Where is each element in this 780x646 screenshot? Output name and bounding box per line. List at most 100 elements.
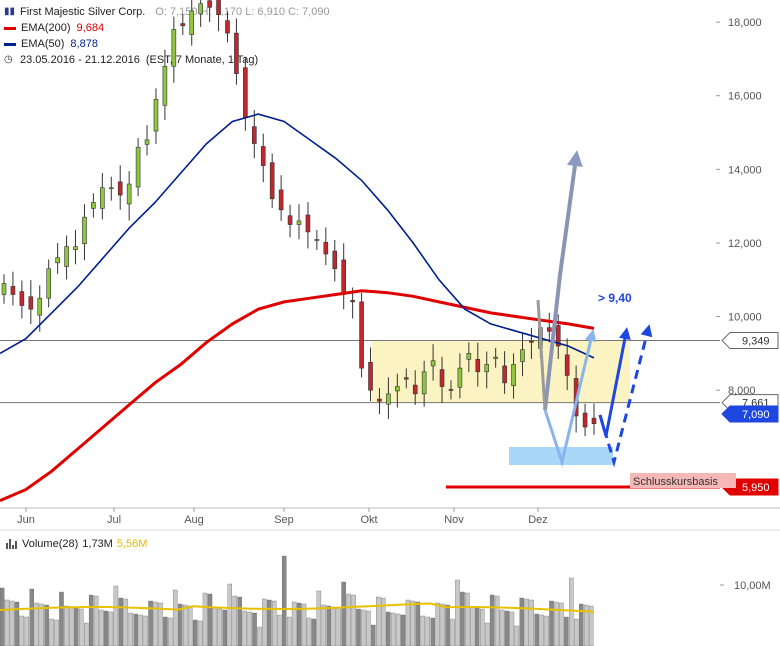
volume-bar xyxy=(227,583,232,646)
volume-bar xyxy=(64,605,69,646)
candle-body xyxy=(314,238,320,242)
candle-body xyxy=(511,364,516,387)
candle-body xyxy=(260,146,266,166)
arrow-grey-back xyxy=(536,299,547,411)
volume-bar xyxy=(9,600,15,646)
volume-bar xyxy=(539,614,544,646)
volume-bar xyxy=(242,610,247,646)
volume-bar xyxy=(197,620,203,646)
volume-bar xyxy=(390,612,396,646)
candle-body xyxy=(1,283,7,295)
volume-bar xyxy=(222,609,228,646)
volume-value: 1,73M xyxy=(82,538,113,550)
chart-type-icon: ▮▮ xyxy=(4,6,16,17)
candle-body xyxy=(475,358,481,373)
volume-bar xyxy=(385,611,391,646)
volume-bar xyxy=(380,597,386,646)
volume-bar xyxy=(217,608,223,646)
candle-body xyxy=(162,65,168,106)
volume-bar xyxy=(504,610,510,646)
volume-bar xyxy=(475,607,480,646)
volume-bar xyxy=(88,594,94,646)
candle-body xyxy=(520,349,525,362)
volume-bar xyxy=(301,603,307,646)
volume-bar xyxy=(296,602,302,646)
volume-bar xyxy=(163,616,168,646)
candle-body xyxy=(73,246,78,250)
volume-bar xyxy=(39,603,44,646)
candle-body xyxy=(91,202,96,209)
volume-bar xyxy=(148,600,153,646)
arrow-light xyxy=(543,329,597,468)
volume-bar xyxy=(79,608,84,646)
volume-bar xyxy=(455,579,460,646)
volume-bar xyxy=(133,613,138,646)
volume-bar xyxy=(559,602,564,646)
candle-body xyxy=(19,291,25,306)
volume-bar xyxy=(212,607,218,646)
volume-bar xyxy=(479,608,485,646)
candle-body xyxy=(493,356,498,359)
volume-bar xyxy=(371,624,376,646)
candle-body xyxy=(591,417,597,425)
volume-bar xyxy=(574,618,579,646)
arrow-grey-up xyxy=(543,150,583,411)
volume-bar xyxy=(113,585,119,646)
ema-lines xyxy=(0,113,595,502)
volume-bar xyxy=(108,611,114,646)
volume-bar xyxy=(182,604,188,646)
level-label: 9,349 xyxy=(742,336,770,348)
volume-bar xyxy=(361,609,366,646)
volume-bar xyxy=(143,615,148,646)
candle-body xyxy=(296,220,302,225)
volume-bar xyxy=(49,618,54,646)
vol-tick-label: 10,00M xyxy=(734,580,771,592)
candle-body xyxy=(252,126,257,144)
level-badge xyxy=(721,332,779,350)
volume-bar xyxy=(103,610,109,646)
volume-bar xyxy=(564,616,569,646)
candle-body xyxy=(135,146,141,188)
volume-bar xyxy=(19,615,25,646)
candle-body xyxy=(37,297,43,316)
candle-body xyxy=(287,215,293,225)
volume-bar xyxy=(306,617,312,646)
x-tick-label: Sep xyxy=(274,514,294,526)
y-tick-label: 14,000 xyxy=(728,164,762,176)
candle-body xyxy=(466,353,472,360)
candle-body xyxy=(305,214,311,233)
zone-rect xyxy=(372,340,630,403)
candle-body xyxy=(82,216,87,244)
legend-period: 23.05.2016 - 21.12.2016 xyxy=(20,54,140,66)
volume-bar xyxy=(549,600,554,646)
candle-body xyxy=(448,389,454,391)
volume-bar xyxy=(524,598,530,646)
volume-bar xyxy=(123,598,129,646)
candle-body xyxy=(368,361,373,391)
volume-bar xyxy=(376,596,381,646)
candle-body xyxy=(421,371,427,395)
volume-bar xyxy=(588,605,594,646)
x-tick-label: Dez xyxy=(528,514,548,526)
volume-bar xyxy=(569,577,574,646)
level-label: 7,090 xyxy=(742,409,770,421)
volume-label: Volume(28) xyxy=(22,538,79,550)
candle-body xyxy=(100,187,105,209)
candle-body xyxy=(46,268,51,299)
candle-body xyxy=(189,10,195,35)
volume-bar xyxy=(321,604,327,646)
volume-bar xyxy=(336,607,341,646)
volume-bar xyxy=(257,626,262,646)
volume-bar xyxy=(529,599,534,646)
volume-bar xyxy=(207,593,213,646)
ema200-swatch xyxy=(4,26,16,30)
volume-bar xyxy=(420,615,426,646)
legend-ema50-row: EMA(50) 8,878 xyxy=(4,36,330,52)
volume-bar xyxy=(54,619,59,646)
legend-ema200-label: EMA(200) xyxy=(21,22,71,34)
x-tick-label: Jun xyxy=(17,514,35,526)
candle-body xyxy=(377,398,382,402)
legend-ema50-label: EMA(50) xyxy=(21,38,65,50)
ema200-line xyxy=(0,289,595,502)
